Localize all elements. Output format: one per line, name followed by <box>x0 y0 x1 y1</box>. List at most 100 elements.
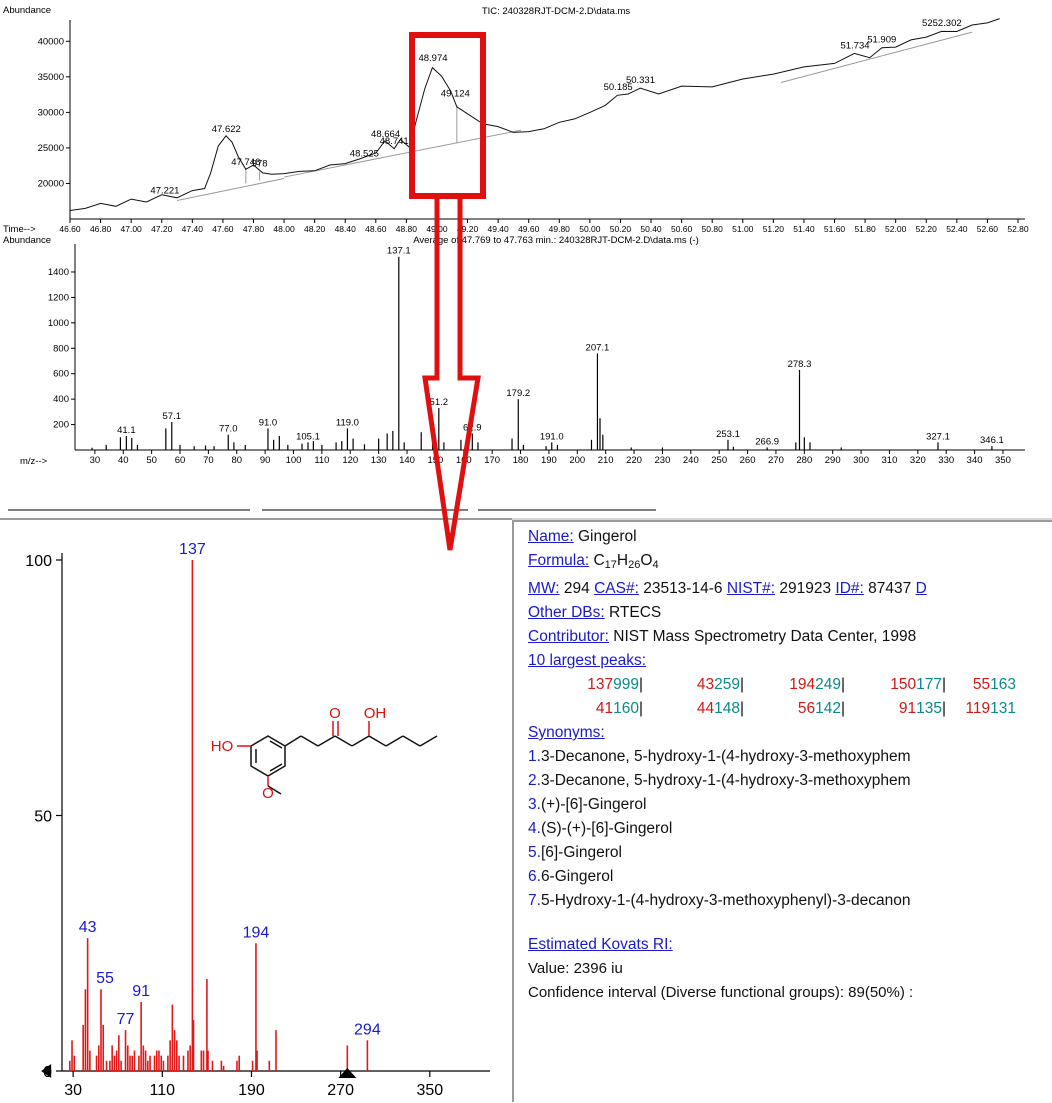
nist-link[interactable]: NIST#: <box>726 580 776 597</box>
tic-x-tick-label: 46.60 <box>59 224 81 232</box>
tic-x-tick-label: 49.20 <box>457 224 479 232</box>
spectrum-x-tick-label: 200 <box>569 455 585 466</box>
synonym-text: 3-Decanone, 5-hydroxy-1-(4-hydroxy-3-met… <box>540 772 911 789</box>
spectrum-peak-label: 51.2 <box>430 397 449 408</box>
contributor-link[interactable]: Contributor: <box>528 628 609 645</box>
library-y-tick-label: 100 <box>25 553 52 570</box>
synonym-text: 6-Gingerol <box>540 868 614 885</box>
cas-value: 23513-14-6 <box>643 580 723 597</box>
tic-peak-label: 51.734 <box>840 40 869 51</box>
tic-x-tick-label: 47.60 <box>212 224 234 232</box>
spectrum-peak-label: 266.9 <box>755 436 779 447</box>
spectrum-x-tick-label: 300 <box>853 455 869 466</box>
spectrum-x-tick-label: 120 <box>342 455 358 466</box>
largest-peak-entry: 150 177 | <box>845 676 946 694</box>
largest-peak-separator: | <box>739 676 744 693</box>
synonym-text: (S)-(+)-[6]-Gingerol <box>540 820 673 837</box>
formula-link[interactable]: Formula: <box>528 552 590 569</box>
tic-x-tick-label: 50.00 <box>579 224 601 232</box>
largest-peak-mz: 41 <box>595 700 614 717</box>
largest-peak-entry: 55 163 <box>946 676 1016 694</box>
cas-link[interactable]: CAS#: <box>594 580 639 597</box>
largest-peak-intensity: 177 <box>916 676 942 693</box>
library-peak-label: 55 <box>96 970 114 987</box>
largest-peak-entry: 91 135 | <box>845 700 946 718</box>
tic-x-tick-label: 50.40 <box>640 224 662 232</box>
tic-x-tick-label: 48.00 <box>273 224 295 232</box>
spectrum-x-tick-label: 40 <box>118 455 129 466</box>
spectrum-y-tick-label: 200 <box>53 420 69 431</box>
tic-x-tick-label: 52.80 <box>1007 224 1029 232</box>
nist-value: 291923 <box>779 580 832 597</box>
tic-baseline <box>780 31 973 84</box>
contributor-value: NIST Mass Spectrometry Data Center, 1998 <box>613 628 917 645</box>
spectrum-peak-label: 278.3 <box>788 359 812 370</box>
synonym-item: 6.6-Gingerol <box>528 868 613 886</box>
tic-peak-label: 50.331 <box>626 75 655 86</box>
tic-x-tick-label: 47.20 <box>151 224 173 232</box>
spectrum-x-tick-label: 220 <box>626 455 642 466</box>
spectrum-x-tick-label: 180 <box>513 455 529 466</box>
synonym-number: 2. <box>528 772 541 789</box>
synonym-item: 7.5-Hydroxy-1-(4-hydroxy-3-methoxyphenyl… <box>528 892 911 910</box>
other-dbs-link[interactable]: Other DBs: <box>528 604 605 621</box>
spectrum-title: Average of 47.769 to 47.763 min.: 240328… <box>413 235 699 246</box>
tic-peak-label: 47.622 <box>212 124 241 135</box>
spectrum-x-tick-label: 290 <box>825 455 841 466</box>
spectrum-peak-label: 346.1 <box>980 435 1004 446</box>
spectrum-x-tick-label: 210 <box>598 455 614 466</box>
tic-x-tick-label: 49.80 <box>549 224 571 232</box>
tic-peak-label: 48.741 <box>380 136 409 147</box>
largest-peak-intensity: 135 <box>916 700 942 717</box>
library-peak-label: 294 <box>354 1021 381 1038</box>
spectrum-x-tick-label: 240 <box>683 455 699 466</box>
tic-y-tick-label: 25000 <box>38 143 64 154</box>
other-dbs-value: RTECS <box>608 604 662 621</box>
spectrum-x-tick-label: 70 <box>203 455 214 466</box>
synonym-number: 5. <box>528 844 541 861</box>
tic-x-tick-label: 52.40 <box>946 224 968 232</box>
library-peak-label: 137 <box>179 541 206 558</box>
spectrum-peak-label: 91.0 <box>259 417 278 428</box>
largest-peak-mz: 44 <box>696 700 715 717</box>
largest-peaks-row-2: 41 160 | 44 148 | 56 142 | 91 135 | 119 131 <box>542 700 1016 718</box>
largest-peaks-link[interactable]: 10 largest peaks: <box>528 652 647 669</box>
tic-peak-label: 48.664 <box>371 129 400 140</box>
spectrum-x-tick-label: 190 <box>541 455 557 466</box>
tic-xlabel: Time--> <box>3 224 36 232</box>
largest-peak-mz: 91 <box>898 700 917 717</box>
tic-peak-label: 47.221 <box>150 185 179 196</box>
tic-peak-label: 51.909 <box>867 35 896 46</box>
tic-x-tick-label: 52.00 <box>885 224 907 232</box>
averaged-mass-spectrum: Abundance Average of 47.769 to 47.763 mi… <box>3 235 1025 467</box>
largest-peak-separator: | <box>840 676 845 693</box>
largest-peak-mz: 43 <box>696 676 715 693</box>
largest-peak-intensity: 259 <box>714 676 740 693</box>
spectrum-xlabel: m/z--> <box>20 456 48 467</box>
synonym-number: 6. <box>528 868 541 885</box>
kovats-value: Value: 2396 iu <box>528 960 623 977</box>
synonyms-link[interactable]: Synonyms: <box>528 724 605 741</box>
largest-peak-mz: 119 <box>965 700 991 717</box>
synonym-number: 3. <box>528 796 541 813</box>
id-link[interactable]: ID#: <box>835 580 864 597</box>
mw-link[interactable]: MW: <box>528 580 560 597</box>
kovats-confidence: Confidence interval (Diverse functional … <box>528 984 914 1001</box>
structure-hydroxyl-oh: OH <box>364 705 387 722</box>
spectrum-x-tick-label: 100 <box>286 455 302 466</box>
library-axis-marker-right <box>338 1068 357 1078</box>
largest-peak-separator: | <box>941 700 946 717</box>
kovats-link[interactable]: Estimated Kovats RI: <box>528 936 673 953</box>
largest-peak-mz: 194 <box>789 676 816 693</box>
gingerol-structure <box>237 721 438 795</box>
structure-methoxy-o: O <box>262 785 274 802</box>
id-value: 87437 <box>868 580 912 597</box>
largest-peak-intensity: 249 <box>815 676 841 693</box>
trailing-link[interactable]: D <box>915 580 927 597</box>
largest-peak-entry: 137 999 | <box>542 676 643 694</box>
tic-x-tick-label: 52.20 <box>916 224 938 232</box>
tic-x-tick-label: 49.40 <box>487 224 509 232</box>
name-link[interactable]: Name: <box>528 528 574 545</box>
library-peak-label: 43 <box>79 919 97 936</box>
largest-peak-separator: | <box>840 700 845 717</box>
